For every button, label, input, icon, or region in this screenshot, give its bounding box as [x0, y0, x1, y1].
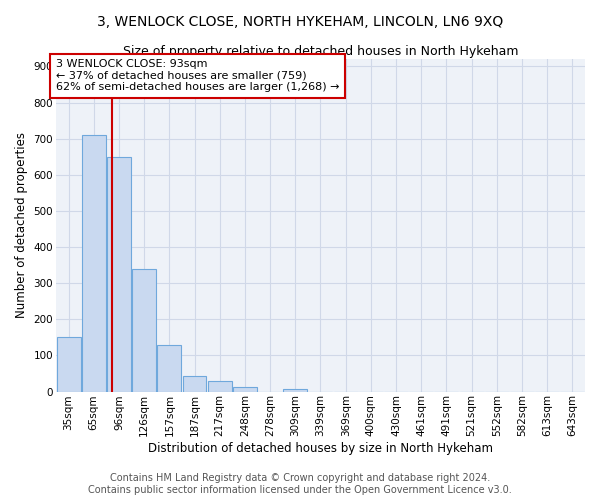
Bar — [82, 135, 106, 392]
X-axis label: Distribution of detached houses by size in North Hykeham: Distribution of detached houses by size … — [148, 442, 493, 455]
Bar — [182, 376, 206, 392]
Bar — [208, 380, 232, 392]
Text: 3 WENLOCK CLOSE: 93sqm
← 37% of detached houses are smaller (759)
62% of semi-de: 3 WENLOCK CLOSE: 93sqm ← 37% of detached… — [56, 59, 340, 92]
Y-axis label: Number of detached properties: Number of detached properties — [15, 132, 28, 318]
Bar — [132, 268, 156, 392]
Text: Contains HM Land Registry data © Crown copyright and database right 2024.
Contai: Contains HM Land Registry data © Crown c… — [88, 474, 512, 495]
Bar — [233, 387, 257, 392]
Bar — [157, 344, 181, 392]
Bar — [107, 156, 131, 392]
Text: 3, WENLOCK CLOSE, NORTH HYKEHAM, LINCOLN, LN6 9XQ: 3, WENLOCK CLOSE, NORTH HYKEHAM, LINCOLN… — [97, 15, 503, 29]
Title: Size of property relative to detached houses in North Hykeham: Size of property relative to detached ho… — [123, 45, 518, 58]
Bar — [283, 388, 307, 392]
Bar — [56, 338, 80, 392]
